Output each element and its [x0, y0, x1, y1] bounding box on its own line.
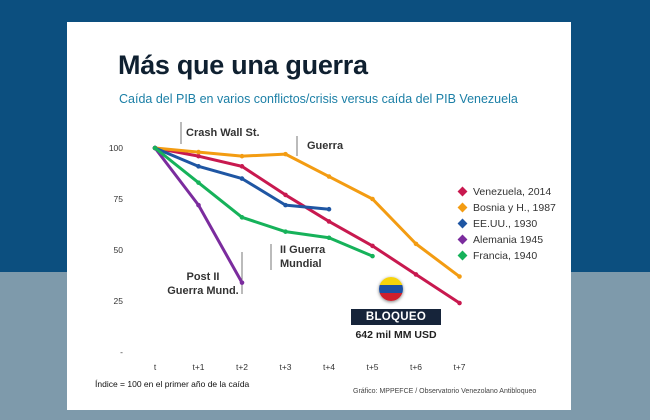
- y-tick-label: 75: [114, 194, 124, 204]
- x-tick-label: t+7: [453, 362, 465, 372]
- data-point-venezuela-2014: [457, 300, 462, 306]
- source-credit: Gráfico: MPPEFCE / Observatorio Venezola…: [353, 388, 537, 395]
- crash-annotation: Crash Wall St.: [186, 127, 260, 139]
- data-point-venezuela-2014: [196, 153, 201, 159]
- data-point-bosnia-y-h-1987: [326, 174, 332, 179]
- data-point-francia-1940: [326, 235, 332, 241]
- legend-marker: [457, 250, 468, 261]
- data-point-alemania-1945: [196, 202, 201, 208]
- data-point-francia-1940: [370, 253, 375, 259]
- event-annotations: Crash Wall St. Guerra Post II Guerra Mun…: [167, 122, 344, 297]
- footnote: Índice = 100 en el primer año de la caíd…: [95, 379, 250, 389]
- data-point-venezuela-2014: [239, 164, 245, 169]
- legend-label: Venezuela, 2014: [473, 186, 551, 198]
- legend-label: EE.UU., 1930: [473, 218, 537, 230]
- line-chart: - 25 50 75 100 t t+1 t+2 t+3 t+4 t+5 t+6 t+7 Crash W…: [109, 122, 556, 372]
- y-tick-label: -: [120, 347, 123, 357]
- x-tick-label: t+2: [236, 362, 248, 372]
- data-point-bosnia-y-h-1987: [457, 274, 462, 279]
- legend-label: Francia, 1940: [473, 250, 537, 262]
- data-point-ee-uu-1930: [283, 202, 288, 208]
- y-tick-label: 100: [109, 143, 123, 153]
- bloqueo-badge: BLOQUEO: [351, 309, 441, 325]
- guerra-annotation: Guerra: [307, 140, 344, 152]
- series-layer: [152, 145, 462, 306]
- data-point-bosnia-y-h-1987: [413, 241, 419, 247]
- legend-marker: [457, 218, 468, 229]
- data-point-francia-1940: [152, 145, 158, 151]
- data-point-francia-1940: [283, 229, 288, 234]
- x-tick-label: t: [154, 362, 157, 372]
- chart-card: Más que una guerra Caída del PIB en vari…: [67, 22, 571, 410]
- ww2-annotation-line1: II Guerra: [280, 244, 326, 256]
- venezuela-flag-icon: [379, 277, 403, 301]
- data-point-francia-1940: [239, 215, 245, 220]
- data-point-venezuela-2014: [326, 219, 332, 224]
- legend-marker: [457, 234, 468, 245]
- data-point-venezuela-2014: [283, 192, 288, 198]
- x-tick-label: t+5: [366, 362, 378, 372]
- data-point-ee-uu-1930: [326, 206, 332, 212]
- data-point-bosnia-y-h-1987: [283, 151, 288, 157]
- x-tick-label: t+1: [192, 362, 204, 372]
- legend-marker: [457, 202, 468, 213]
- x-tick-label: t+3: [279, 362, 291, 372]
- chart-axes: - 25 50 75 100 t t+1 t+2 t+3 t+4 t+5 t+6 t+7: [109, 143, 466, 372]
- legend-marker: [457, 186, 468, 197]
- y-tick-label: 25: [114, 296, 124, 306]
- data-point-venezuela-2014: [413, 272, 419, 277]
- chart-subtitle: Caída del PIB en varios conflictos/crisi…: [119, 92, 518, 106]
- chart-legend: Venezuela, 2014 Bosnia y H., 1987 EE.UU., …: [457, 186, 556, 262]
- chart-title: Más que una guerra: [118, 50, 368, 80]
- bloqueo-amount: 642 mil MM USD: [355, 329, 437, 341]
- series-line-francia-1940: [153, 146, 374, 258]
- data-point-francia-1940: [196, 180, 201, 185]
- data-point-ee-uu-1930: [196, 164, 201, 169]
- data-point-bosnia-y-h-1987: [196, 149, 201, 155]
- data-point-bosnia-y-h-1987: [370, 196, 375, 202]
- legend-label: Alemania 1945: [473, 234, 543, 246]
- x-tick-label: t+6: [410, 362, 422, 372]
- legend-label: Bosnia y H., 1987: [473, 202, 556, 214]
- data-point-bosnia-y-h-1987: [239, 153, 245, 159]
- series-line-bosnia-y-h-1987: [153, 146, 461, 279]
- postwar-annotation-line1: Post II: [186, 271, 219, 283]
- data-point-alemania-1945: [239, 280, 245, 285]
- data-point-venezuela-2014: [370, 243, 375, 249]
- postwar-annotation-line2: Guerra Mund.: [167, 285, 239, 297]
- ww2-annotation-line2: Mundial: [280, 258, 322, 270]
- x-tick-label: t+4: [323, 362, 335, 372]
- y-tick-label: 50: [114, 245, 124, 255]
- data-point-ee-uu-1930: [239, 176, 245, 181]
